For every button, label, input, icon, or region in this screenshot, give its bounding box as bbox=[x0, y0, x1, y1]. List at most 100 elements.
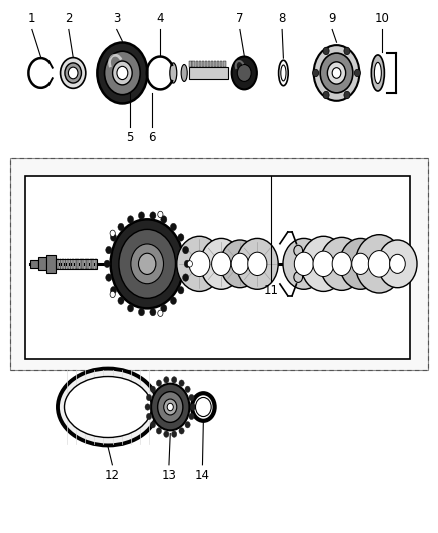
Bar bbox=[56, 259, 97, 269]
Text: 2: 2 bbox=[65, 12, 73, 25]
Text: 7: 7 bbox=[236, 12, 244, 25]
Text: 9: 9 bbox=[328, 12, 336, 25]
Bar bbox=[196, 61, 198, 67]
Circle shape bbox=[127, 216, 134, 223]
Circle shape bbox=[106, 246, 112, 254]
Circle shape bbox=[138, 212, 145, 219]
Bar bbox=[62, 259, 64, 269]
Ellipse shape bbox=[371, 55, 385, 91]
Circle shape bbox=[158, 310, 163, 317]
Ellipse shape bbox=[332, 252, 351, 276]
Bar bbox=[208, 61, 210, 67]
Circle shape bbox=[183, 274, 189, 281]
Text: 3: 3 bbox=[113, 12, 120, 25]
Ellipse shape bbox=[212, 252, 231, 276]
Bar bbox=[90, 259, 92, 269]
Ellipse shape bbox=[64, 376, 152, 438]
Ellipse shape bbox=[151, 384, 189, 430]
Circle shape bbox=[161, 304, 167, 312]
Ellipse shape bbox=[327, 62, 346, 84]
Ellipse shape bbox=[237, 64, 251, 82]
Bar bbox=[67, 259, 69, 269]
Circle shape bbox=[150, 309, 156, 316]
Ellipse shape bbox=[189, 251, 210, 277]
Circle shape bbox=[118, 223, 124, 231]
Bar bbox=[57, 259, 59, 269]
Circle shape bbox=[294, 272, 303, 282]
Ellipse shape bbox=[313, 251, 334, 277]
Ellipse shape bbox=[248, 252, 267, 276]
Circle shape bbox=[127, 304, 134, 312]
Ellipse shape bbox=[131, 244, 163, 284]
Bar bbox=[80, 259, 81, 269]
Text: 8: 8 bbox=[279, 12, 286, 25]
Ellipse shape bbox=[105, 51, 140, 95]
Ellipse shape bbox=[117, 66, 128, 79]
Ellipse shape bbox=[170, 63, 177, 83]
Ellipse shape bbox=[177, 236, 222, 292]
Bar bbox=[38, 257, 46, 270]
Bar bbox=[199, 61, 201, 67]
Bar bbox=[82, 259, 84, 269]
Bar bbox=[75, 259, 77, 269]
Text: 10: 10 bbox=[375, 12, 390, 25]
Ellipse shape bbox=[283, 238, 325, 289]
Ellipse shape bbox=[58, 368, 158, 446]
Ellipse shape bbox=[301, 236, 346, 292]
Text: 12: 12 bbox=[105, 469, 120, 482]
Text: 13: 13 bbox=[162, 469, 177, 482]
Ellipse shape bbox=[390, 254, 405, 273]
Circle shape bbox=[106, 274, 112, 281]
Circle shape bbox=[145, 404, 150, 410]
Circle shape bbox=[323, 47, 329, 55]
Ellipse shape bbox=[374, 62, 381, 84]
Bar bbox=[30, 260, 38, 268]
Ellipse shape bbox=[65, 63, 81, 83]
Bar bbox=[46, 255, 56, 273]
Ellipse shape bbox=[113, 61, 132, 85]
Bar bbox=[192, 61, 194, 67]
Circle shape bbox=[164, 431, 169, 438]
Circle shape bbox=[344, 91, 350, 99]
Ellipse shape bbox=[220, 240, 259, 288]
Ellipse shape bbox=[181, 64, 187, 82]
Circle shape bbox=[184, 260, 190, 268]
Bar bbox=[85, 259, 87, 269]
Circle shape bbox=[158, 211, 163, 217]
Ellipse shape bbox=[332, 68, 341, 78]
Circle shape bbox=[164, 377, 169, 383]
Circle shape bbox=[178, 287, 184, 294]
Ellipse shape bbox=[294, 252, 314, 276]
Ellipse shape bbox=[138, 253, 156, 274]
Circle shape bbox=[110, 234, 117, 241]
Circle shape bbox=[189, 394, 194, 401]
Ellipse shape bbox=[97, 43, 148, 103]
Text: 11: 11 bbox=[264, 284, 279, 297]
Bar bbox=[92, 259, 94, 269]
Ellipse shape bbox=[164, 399, 177, 415]
Bar bbox=[25, 176, 410, 359]
Circle shape bbox=[104, 260, 110, 268]
Circle shape bbox=[172, 431, 177, 438]
Bar bbox=[88, 259, 89, 269]
Text: 4: 4 bbox=[156, 12, 164, 25]
Circle shape bbox=[150, 386, 155, 392]
Ellipse shape bbox=[60, 58, 86, 88]
Ellipse shape bbox=[355, 235, 403, 293]
Bar bbox=[188, 67, 228, 79]
Circle shape bbox=[110, 287, 117, 294]
Ellipse shape bbox=[320, 237, 364, 290]
Bar bbox=[189, 61, 191, 67]
Circle shape bbox=[189, 413, 194, 419]
Bar bbox=[202, 61, 204, 67]
Circle shape bbox=[294, 245, 303, 256]
Ellipse shape bbox=[352, 253, 369, 274]
Circle shape bbox=[185, 386, 190, 392]
Circle shape bbox=[150, 212, 156, 219]
Bar bbox=[220, 61, 223, 67]
Circle shape bbox=[190, 404, 195, 410]
Bar bbox=[223, 61, 226, 67]
Circle shape bbox=[323, 91, 329, 99]
Ellipse shape bbox=[314, 45, 359, 101]
Ellipse shape bbox=[119, 229, 176, 298]
